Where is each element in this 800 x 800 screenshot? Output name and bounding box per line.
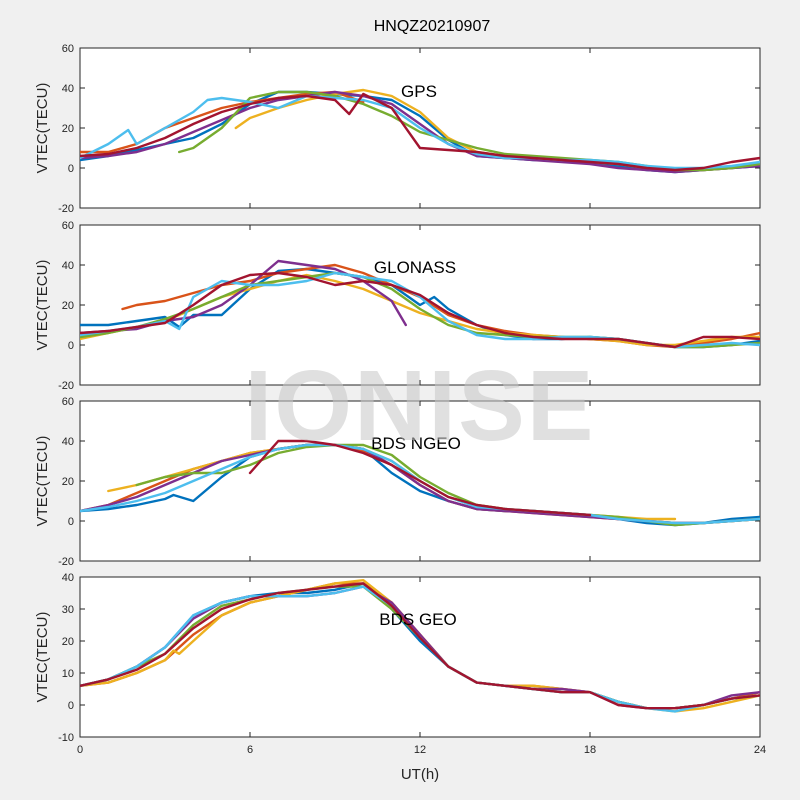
watermark: IONISE [245,350,596,462]
y-tick-label: 20 [62,636,74,648]
y-tick-label: 40 [62,260,74,272]
figure-title: HNQZ20210907 [374,18,491,35]
y-tick-label: 20 [62,123,74,135]
series-group [80,439,760,527]
series-line-6 [80,582,760,710]
series-line-6 [80,271,760,349]
panel-label: GLONASS [374,258,456,277]
y-tick-label: -20 [58,380,74,392]
y-tick-label: 40 [62,572,74,584]
y-tick-label: -10 [58,732,74,744]
x-tick-label: 18 [584,744,596,756]
y-tick-label: 20 [62,476,74,488]
y-axis-label: VTEC(TECU) [34,612,51,703]
plot-area [79,576,761,738]
y-axis-label: VTEC(TECU) [34,260,51,351]
panel-2: -20 0 20 40 60 VTEC(TECU) BDS NGEO [34,396,761,568]
panel-1: -20 0 20 40 60 VTEC(TECU) GLONASS [34,220,761,392]
y-tick-label: 60 [62,396,74,408]
x-tick-label: 0 [77,744,83,756]
y-tick-label: 0 [68,700,74,712]
y-tick-label: 40 [62,436,74,448]
y-tick-label: 60 [62,43,74,55]
series-group [80,88,760,174]
x-tick-label: 6 [247,744,253,756]
y-tick-label: 20 [62,300,74,312]
y-tick-label: 0 [68,340,74,352]
y-tick-label: 10 [62,668,74,680]
y-tick-label: 0 [68,163,74,175]
y-tick-label: 30 [62,604,74,616]
series-group [80,259,760,349]
x-axis-label: UT(h) [401,766,439,783]
series-line-0 [80,443,760,527]
series-line-3 [80,90,760,174]
panel-0: -20 0 20 40 60 VTEC(TECU) GPS [34,43,761,215]
x-tick-label: 12 [414,744,426,756]
panel-label: BDS GEO [379,610,456,629]
series-group [80,579,760,713]
y-tick-label: -20 [58,203,74,215]
y-tick-label: 60 [62,220,74,232]
series-line-6 [80,92,760,172]
panel-label: BDS NGEO [371,434,461,453]
y-tick-label: 0 [68,516,74,528]
y-tick-label: 40 [62,83,74,95]
series-line-6 [248,439,592,517]
y-axis-label: VTEC(TECU) [34,436,51,527]
x-tick-label: 24 [754,744,766,756]
y-axis-label: VTEC(TECU) [34,83,51,174]
panel-label: GPS [401,82,437,101]
y-tick-label: -20 [58,556,74,568]
